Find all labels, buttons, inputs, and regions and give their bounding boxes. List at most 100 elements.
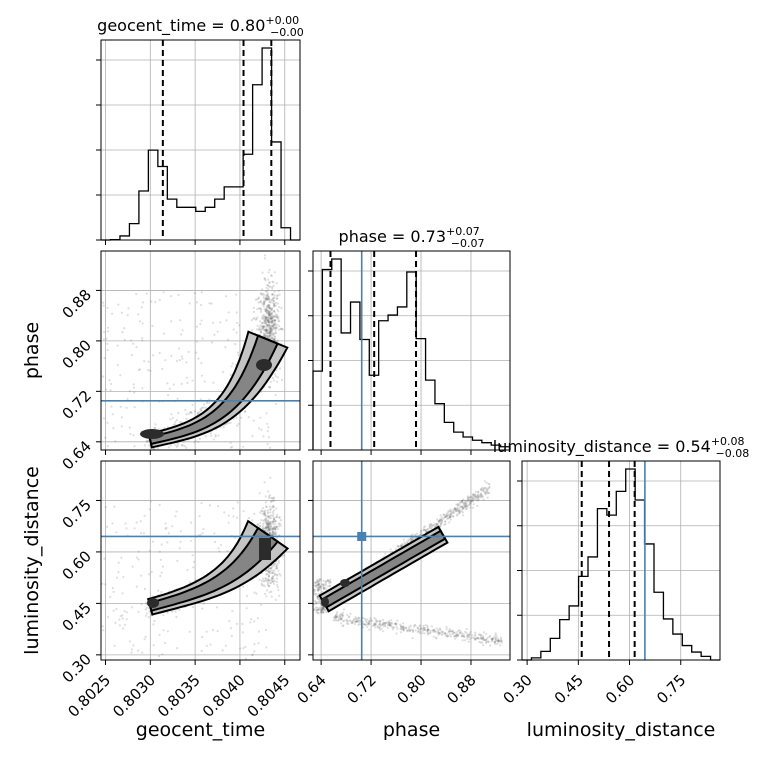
panel-luminosity_distance-vs-geocent_time-sample-point [271,506,274,509]
panel-luminosity_distance-vs-geocent_time-sample-point [269,582,272,585]
panel-luminosity_distance-vs-geocent_time-sample-point [269,476,272,479]
panel-phase-vs-geocent_time-sample-point [267,298,270,301]
panel-phase-vs-geocent_time-sample-point [274,319,277,322]
panel-luminosity_distance-vs-geocent_time-sample-point [267,490,270,493]
panel-phase-vs-geocent_time-sample-point [177,442,180,445]
panel-luminosity_distance-vs-phase-sample-point [463,639,467,642]
panel-phase-vs-geocent_time-sample-point [271,298,274,301]
panel-luminosity_distance-vs-phase: 0.64 0.72 0.80 0.88 [294,460,511,707]
panel-luminosity_distance-vs-phase-sample-point [399,623,402,626]
panel-luminosity_distance-vs-phase-sample-point [395,632,398,635]
panel-phase-vs-geocent_time-sample-point [187,412,190,415]
panel-luminosity_distance-vs-phase-sample-point [420,627,423,630]
panel-luminosity_distance-vs-geocent_time-sample-point [271,571,274,574]
panel-phase-vs-geocent_time-sample-point [264,329,267,332]
panel-phase-vs-geocent_time-sample-point [267,426,270,429]
panel-luminosity_distance-vs-phase-sample-point [321,610,324,613]
panel-luminosity_distance-vs-phase-sample-point [418,632,422,635]
panel-phase-vs-geocent_time-sample-point [102,304,105,307]
panel-phase-vs-geocent_time-sample-point [116,364,119,367]
panel-luminosity_distance-vs-phase-sample-point [485,632,488,635]
panel-luminosity_distance-vs-phase-sample-point [341,614,344,617]
panel-luminosity_distance-vs-phase-sample-point [436,518,439,521]
panel-phase-vs-geocent_time-sample-point [269,314,272,318]
panel-luminosity_distance-vs-geocent_time-sample-point [268,579,271,582]
panel-luminosity_distance-vs-geocent_time-sample-point [275,577,278,580]
panel-luminosity_distance-vs-phase-sample-point [397,545,400,548]
panel-phase-vs-geocent_time-sample-point [189,411,192,414]
panel-luminosity_distance-vs-phase-sample-point [474,631,477,634]
panel-luminosity_distance-vs-phase-sample-point [411,628,414,631]
panel-phase-vs-geocent_time-sample-point [267,305,270,308]
panel-luminosity_distance-vs-phase-sample-point [489,644,492,647]
panel-luminosity_distance-vs-geocent_time-sample-point [276,573,279,576]
panel-phase-vs-geocent_time-sample-point [274,332,277,335]
panel-phase-vs-geocent_time-sample-point [217,434,220,437]
panel-luminosity_distance-vs-geocent_time-sample-point [125,618,128,621]
panel-luminosity_distance-vs-phase-sample-point [437,628,440,631]
panel-luminosity_distance-vs-phase-sample-point [336,611,339,614]
panel-luminosity_distance-vs-geocent_time-density-peak-1 [259,538,271,560]
panel-luminosity_distance-vs-geocent_time-sample-point [265,522,268,525]
panel-luminosity_distance-vs-geocent_time-sample-point [268,523,272,526]
panel-phase-vs-geocent_time-sample-point [272,323,275,327]
panel-luminosity_distance-vs-phase-sample-point [378,626,381,629]
panel-luminosity_distance-vs-geocent_time-sample-point [144,614,147,617]
panel-luminosity_distance-vs-phase-sample-point [421,632,424,635]
panel-phase-vs-geocent_time-sample-point [263,328,267,331]
panel-phase-vs-geocent_time-sample-point [187,350,190,353]
panel-luminosity_distance-vs-phase-sample-point [366,625,369,628]
panel-luminosity_distance-vs-geocent_time-sample-point [178,547,181,550]
panel-phase-vs-geocent_time-sample-point [225,423,228,426]
panel-phase-vs-geocent_time-sample-point [182,440,185,443]
panel-luminosity_distance-vs-phase-sample-point [455,514,458,517]
panel-phase-vs-geocent_time-sample-point [267,312,270,315]
panel-luminosity_distance-vs-geocent_time-sample-point [269,567,272,570]
panel-luminosity_distance-vs-phase-sample-point [452,510,455,513]
panel-luminosity_distance-vs-geocent_time-sample-point [274,528,277,531]
panel-phase-vs-geocent_time-sample-point [133,406,136,409]
panel-luminosity_distance-vs-phase-sample-point [451,633,454,636]
panel-luminosity_distance-vs-geocent_time-sample-point [121,617,124,620]
panel-luminosity_distance-vs-geocent_time-sample-point [264,577,267,580]
panel-luminosity_distance-vs-geocent_time-sample-point [152,623,155,626]
panel-luminosity_distance-vs-phase-sample-point [471,506,475,509]
panel-luminosity_distance-vs-geocent_time-sample-point [114,621,117,625]
panel-phase-vs-geocent_time-sample-point [266,430,269,433]
panel-luminosity_distance-vs-phase-sample-point [448,517,451,520]
panel-luminosity_distance-vs-geocent_time-sample-point [270,595,273,598]
panel-phase-vs-geocent_time-sample-point [267,281,271,284]
panel-luminosity_distance-vs-geocent_time-sample-point [279,574,282,577]
panel-luminosity_distance-vs-geocent_time-sample-point [268,521,271,525]
panel-phase-vs-geocent_time-sample-point [152,354,155,357]
panel-phase-vs-geocent_time-sample-point [272,379,275,382]
panel-phase-vs-geocent_time-sample-point [174,444,177,447]
panel-luminosity_distance-vs-geocent_time-sample-point [159,574,162,578]
panel-luminosity_distance-vs-geocent_time-sample-point [219,543,223,547]
panel-luminosity_distance-vs-geocent_time-sample-point [269,508,272,511]
panel-luminosity_distance-vs-geocent_time-sample-point [164,641,167,645]
panel-phase-vs-geocent_time-sample-point [275,282,278,285]
panel-luminosity_distance-vs-phase-sample-point [321,608,324,611]
panel-luminosity_distance-vs-geocent_time-sample-point [269,520,272,523]
panel-luminosity_distance-vs-phase-sample-point [357,621,360,624]
panel-luminosity_distance-vs-geocent_time-sample-point [176,647,179,650]
panel-luminosity_distance-vs-phase-sample-point [315,611,318,614]
panel-luminosity_distance-vs-phase-sample-point [337,616,340,620]
panel-luminosity_distance-vs-phase-sample-point [469,630,472,633]
panel-luminosity_distance-vs-geocent_time-sample-point [251,654,254,657]
panel-phase-vs-geocent_time-sample-point [141,337,144,340]
panel-luminosity_distance-vs-phase-sample-point [322,611,325,614]
panel-luminosity_distance-vs-geocent_time-sample-point [232,507,235,510]
panel-phase-vs-geocent_time-sample-point [270,274,273,277]
panel-luminosity_distance-vs-geocent_time-sample-point [145,606,148,609]
panel-phase-vs-geocent_time-sample-point [132,342,135,345]
panel-phase-vs-geocent_time-sample-point [152,447,155,450]
panel-phase-vs-geocent_time-sample-point [120,416,123,419]
panel-luminosity_distance-vs-geocent_time-sample-point [272,497,275,500]
panel-luminosity_distance-vs-phase-sample-point [454,510,457,513]
panel-phase-vs-geocent_time-sample-point [268,327,271,330]
panel-luminosity_distance-vs-phase-sample-point [437,633,440,636]
panel-luminosity_distance-vs-geocent_time-sample-point [269,524,273,528]
panel-luminosity_distance-vs-geocent_time-sample-point [262,519,265,522]
